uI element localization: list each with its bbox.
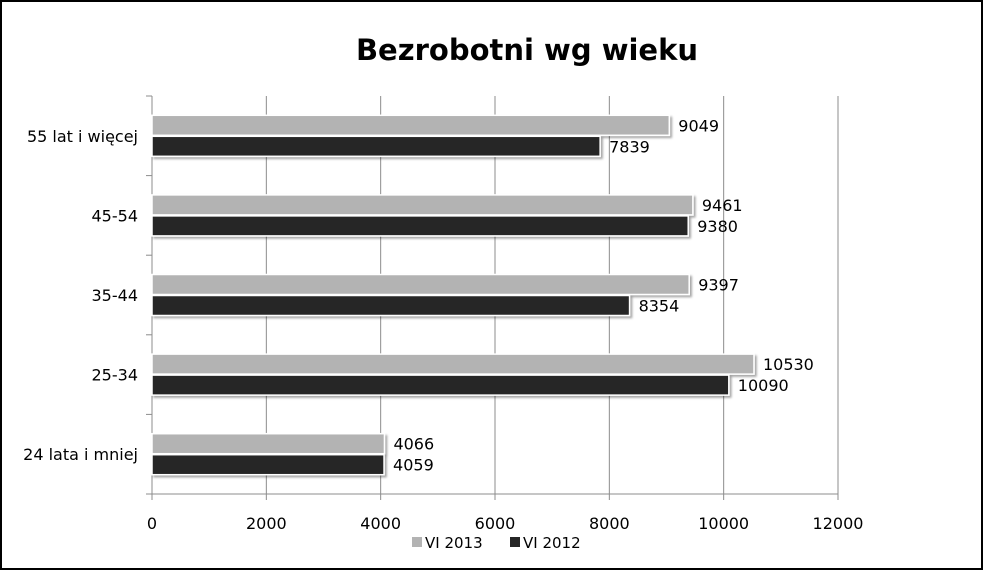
data-label: 10530 xyxy=(763,355,814,374)
data-label: 9397 xyxy=(698,276,739,295)
bar xyxy=(151,135,601,158)
bar xyxy=(151,353,755,375)
x-tick-label: 4000 xyxy=(360,514,401,533)
category-label: 35-44 xyxy=(92,286,139,305)
data-label: 9049 xyxy=(678,116,719,135)
x-tick-label: 2000 xyxy=(246,514,287,533)
data-label: 9461 xyxy=(702,196,743,215)
legend-swatch xyxy=(510,537,520,547)
x-tick-label: 8000 xyxy=(589,514,630,533)
category-label: 24 lata i mniej xyxy=(23,445,138,464)
bar xyxy=(151,273,690,296)
legend-swatch xyxy=(412,537,422,547)
category-label: 25-34 xyxy=(92,366,139,385)
data-label: 4059 xyxy=(393,456,434,475)
chart-title: Bezrobotni wg wieku xyxy=(356,33,698,67)
legend-label: VI 2012 xyxy=(523,534,581,552)
bar xyxy=(151,215,689,237)
bar xyxy=(151,432,386,455)
bars xyxy=(151,114,755,476)
legend-label: VI 2013 xyxy=(425,534,483,552)
data-label: 8354 xyxy=(639,297,680,316)
bar xyxy=(151,114,671,137)
data-labels: 4066 4059 10530 10090 9397 8354 9461 9380 9049 78… xyxy=(393,116,814,474)
data-label: 4066 xyxy=(393,435,434,454)
axes: 0 2000 4000 6000 8000 10000 12000 24 lata i mni… xyxy=(23,95,864,533)
legend: VI 2013 VI 2012 xyxy=(412,534,581,552)
x-tick-label: 6000 xyxy=(475,514,516,533)
bar xyxy=(151,194,694,216)
data-label: 9380 xyxy=(697,217,738,236)
data-label: 10090 xyxy=(738,376,789,395)
data-label: 7839 xyxy=(609,137,650,156)
x-tick-label: 12000 xyxy=(813,514,864,533)
bar xyxy=(151,453,385,476)
bar xyxy=(151,374,730,396)
bar xyxy=(151,294,631,317)
category-label: 45-54 xyxy=(92,206,139,225)
x-tick-label: 10000 xyxy=(698,514,749,533)
x-tick-label: 0 xyxy=(147,514,157,533)
category-label: 55 lat i więcej xyxy=(27,127,138,146)
